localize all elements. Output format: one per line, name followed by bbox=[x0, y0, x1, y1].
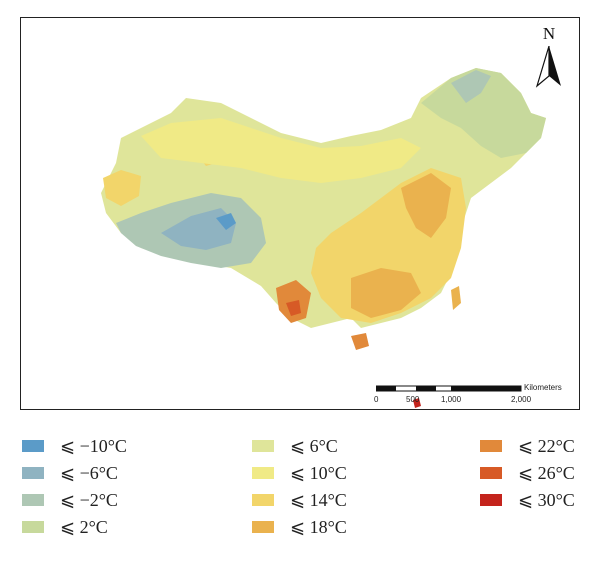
north-arrow-icon bbox=[535, 46, 561, 88]
legend-item: ⩽ 10°C bbox=[252, 462, 347, 484]
legend-swatch bbox=[22, 440, 44, 452]
legend-label: ⩽ 22°C bbox=[518, 435, 575, 456]
legend-label: ⩽ −2°C bbox=[60, 489, 118, 510]
legend-label: ⩽ 2°C bbox=[60, 516, 108, 537]
legend-item: ⩽ −6°C bbox=[22, 462, 118, 484]
legend-swatch bbox=[252, 440, 274, 452]
legend-label: ⩽ 30°C bbox=[518, 489, 575, 510]
northeast-cool-zone bbox=[421, 68, 546, 158]
north-arrow: N bbox=[534, 24, 564, 94]
plateau-coldest-zone bbox=[216, 213, 236, 230]
legend-item: ⩽ 14°C bbox=[252, 489, 347, 511]
legend-swatch bbox=[252, 521, 274, 533]
legend-swatch bbox=[22, 494, 44, 506]
scale-tick-0: 0 bbox=[374, 395, 379, 404]
legend-label: ⩽ 18°C bbox=[290, 516, 347, 537]
legend-item: ⩽ 6°C bbox=[252, 435, 338, 457]
northeast-cold-zone bbox=[451, 70, 491, 103]
legend-label: ⩽ 14°C bbox=[290, 489, 347, 510]
scale-tick-1000: 1,000 bbox=[441, 395, 462, 404]
legend-item: ⩽ 2°C bbox=[22, 516, 108, 538]
scale-tick-500: 500 bbox=[406, 395, 420, 404]
scale-bar-graphic bbox=[376, 385, 522, 392]
legend-swatch bbox=[480, 467, 502, 479]
scale-title: Kilometers bbox=[524, 383, 562, 392]
hainan-island bbox=[351, 333, 369, 350]
legend-swatch bbox=[480, 440, 502, 452]
legend-swatch bbox=[22, 467, 44, 479]
map-frame: N Kilometers 0 500 1,000 2,000 bbox=[20, 17, 580, 410]
southern-warm-belt bbox=[351, 268, 421, 318]
legend-swatch bbox=[480, 494, 502, 506]
legend-item: ⩽ −2°C bbox=[22, 489, 118, 511]
legend-label: ⩽ 6°C bbox=[290, 435, 338, 456]
scale-tick-2000: 2,000 bbox=[511, 395, 532, 404]
legend-swatch bbox=[252, 467, 274, 479]
scale-bar: Kilometers 0 500 1,000 2,000 bbox=[374, 383, 576, 407]
north-label: N bbox=[542, 24, 556, 43]
legend-label: ⩽ −10°C bbox=[60, 435, 127, 456]
northwest-warm-basin bbox=[103, 170, 141, 206]
legend-label: ⩽ 26°C bbox=[518, 462, 575, 483]
taiwan-island bbox=[451, 286, 461, 310]
legend-item: ⩽ 30°C bbox=[480, 489, 575, 511]
legend-label: ⩽ −6°C bbox=[60, 462, 118, 483]
temperature-map bbox=[101, 68, 546, 408]
legend-item: ⩽ 18°C bbox=[252, 516, 347, 538]
legend-label: ⩽ 10°C bbox=[290, 462, 347, 483]
south-sea-island bbox=[413, 398, 421, 408]
northern-mild-band bbox=[141, 118, 421, 183]
southwest-hotter-zone bbox=[286, 300, 301, 316]
legend-item: ⩽ 26°C bbox=[480, 462, 575, 484]
legend-item: ⩽ 22°C bbox=[480, 435, 575, 457]
legend-item: ⩽ −10°C bbox=[22, 435, 127, 457]
legend-swatch bbox=[22, 521, 44, 533]
east-warm-belt bbox=[401, 173, 451, 238]
legend-swatch bbox=[252, 494, 274, 506]
